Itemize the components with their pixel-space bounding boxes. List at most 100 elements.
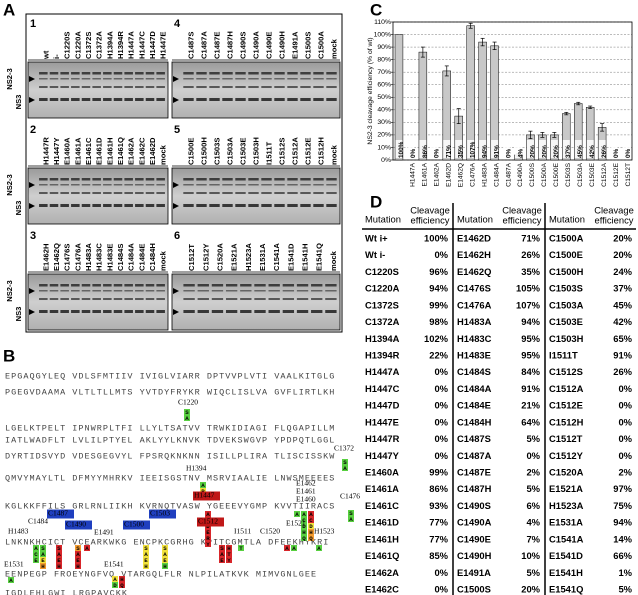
table-header: Mutation — [549, 213, 585, 224]
gel-band — [156, 72, 165, 75]
substitution: A — [34, 545, 38, 552]
gel-band — [71, 290, 80, 292]
band-arrow — [173, 203, 179, 209]
substitution-box — [56, 551, 62, 557]
gel-band — [326, 78, 337, 80]
lane-label: C1490S — [239, 32, 248, 59]
gel-band — [211, 298, 224, 300]
gel-band — [222, 178, 233, 181]
gel-band — [113, 204, 123, 207]
gel-band — [103, 204, 112, 207]
lane-label: H1483E — [105, 244, 114, 271]
substitution: H — [163, 563, 167, 570]
gel-band — [326, 98, 337, 101]
efficiency: 99% — [429, 299, 448, 310]
gel-band — [296, 284, 309, 287]
efficiency: 75% — [613, 500, 632, 511]
mutation: C1372S — [365, 299, 399, 310]
lane-label: H1447E — [159, 32, 168, 59]
band-arrow — [29, 203, 35, 209]
substitution-box — [226, 551, 232, 557]
value-label-bg — [395, 140, 403, 158]
value-label-bg — [407, 140, 415, 158]
gel-band — [287, 204, 298, 207]
gel-band — [39, 204, 48, 207]
lane-label: I1511T — [265, 141, 274, 165]
x-tick-label: C1503S — [565, 162, 572, 186]
substitution: H — [144, 563, 148, 570]
gel-band — [135, 178, 144, 181]
y-tick-label: 60% — [377, 82, 391, 89]
gel-band — [300, 178, 311, 181]
lane-label: E1521A — [230, 243, 239, 271]
lane-label: E1461C — [84, 137, 93, 165]
gel-band — [274, 98, 285, 101]
value-label: 94% — [482, 145, 489, 158]
substitution-box — [143, 551, 149, 557]
gel-band — [81, 184, 91, 186]
value-label: 0% — [434, 148, 441, 158]
substitution-box — [301, 535, 307, 541]
gel-band — [60, 192, 69, 194]
efficiency: 0% — [434, 583, 448, 594]
gel-band — [39, 178, 48, 181]
gel-number: 6 — [174, 230, 180, 242]
substitution-box — [33, 557, 39, 563]
gel-number: 5 — [174, 124, 180, 136]
gel-band — [135, 310, 144, 313]
substitution-box — [219, 545, 225, 551]
value-label: 20% — [529, 145, 536, 158]
gel-band — [325, 310, 337, 313]
mutation: C1476S — [457, 283, 491, 294]
gel-band — [71, 178, 80, 181]
gel-band — [248, 72, 259, 75]
value-label: 86% — [422, 145, 429, 158]
efficiency: 0% — [434, 400, 448, 411]
mutation: H1447A — [365, 366, 400, 377]
substitution-box — [238, 545, 244, 551]
table-header: efficiency — [411, 214, 450, 225]
gel-band — [209, 178, 220, 181]
mutation: H1447R — [365, 433, 400, 444]
value-label-bg — [443, 140, 451, 158]
y-tick-label: 100% — [374, 31, 391, 38]
gel-band — [240, 290, 252, 292]
mutation: H1483A — [457, 316, 492, 327]
value-label: 0% — [613, 148, 620, 158]
substitution: H — [302, 529, 306, 536]
gel-band — [39, 98, 48, 101]
efficiency: 26% — [521, 249, 540, 260]
x-tick-label: H1447A — [410, 162, 417, 186]
gel-image — [171, 167, 341, 225]
gel-band — [81, 284, 91, 287]
y-axis-title: NS2-3 cleavage efficiency (% of wt) — [367, 37, 374, 144]
substitution-box — [84, 545, 90, 551]
substitution: S — [349, 510, 353, 517]
lane-label: C1484H — [148, 243, 157, 271]
gel-band — [325, 284, 337, 287]
site-label: E1460 — [296, 495, 316, 504]
band-arrow — [173, 288, 179, 294]
efficiency: 22% — [429, 349, 448, 360]
gel-band — [183, 178, 194, 181]
efficiency: 97% — [613, 483, 632, 494]
value-label-bg — [622, 140, 630, 158]
gel-number: 2 — [30, 124, 36, 136]
substitution-box — [56, 545, 62, 551]
gel-band — [92, 284, 101, 287]
gel-band — [248, 204, 259, 207]
lane-label: C1512A — [291, 137, 300, 165]
efficiency: 94% — [429, 283, 448, 294]
efficiency: 35% — [521, 266, 540, 277]
gel-band — [274, 204, 285, 207]
site-box — [123, 520, 150, 530]
substitution-box — [205, 541, 211, 547]
gel-band — [282, 290, 295, 292]
substitution: R — [201, 488, 205, 495]
gel-band — [103, 98, 112, 101]
substitution: E — [57, 557, 61, 564]
mutation: E1460A — [365, 466, 399, 477]
substitution-box — [112, 582, 118, 588]
lane-label: C1503S — [213, 138, 222, 165]
